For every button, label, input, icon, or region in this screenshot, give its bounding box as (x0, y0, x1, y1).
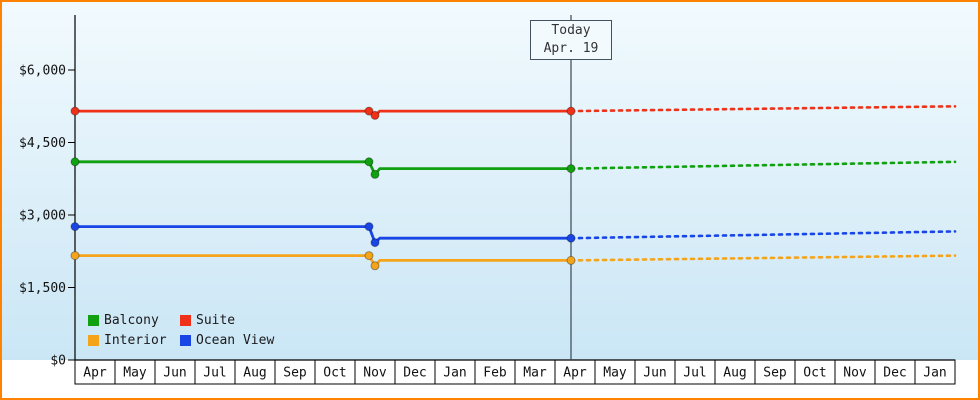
x-axis-month-cell (194, 359, 236, 385)
x-axis-month-label: Nov (843, 366, 867, 381)
x-axis-month-label: Apr (83, 366, 107, 381)
legend-item-balcony: Balcony (88, 312, 159, 328)
series-balcony-marker (364, 157, 374, 167)
series-interior-marker (370, 261, 380, 271)
x-axis-month-label: Jun (163, 366, 186, 381)
series-suite-marker (70, 106, 80, 116)
x-axis-month-label: Jan (443, 366, 466, 381)
suite-color-swatch (180, 314, 191, 326)
x-axis-month-cell (674, 359, 716, 385)
x-axis: Apr May Jun Jul Aug Sep Oct Nov Dec Jan Feb Mar Apr M… (74, 359, 956, 385)
ocean-view-color-swatch (180, 334, 191, 346)
x-axis-month-label: Sep (763, 366, 787, 381)
legend-item-interior: Interior (88, 332, 167, 348)
y-axis-tick-label: $6,000 (19, 64, 66, 79)
x-axis-month-label: Jan (923, 366, 946, 381)
series-balcony-marker (70, 157, 80, 167)
series-interior (70, 251, 957, 271)
y-axis-tick-label: $0 (50, 354, 66, 369)
legend-item-label: Suite (196, 312, 236, 328)
today-label: Today (551, 23, 591, 38)
x-axis-month-label: Dec (883, 366, 906, 381)
x-axis-month-cell (274, 359, 316, 385)
x-axis-month-cell (114, 359, 156, 385)
series-suite-projected-line (569, 105, 957, 113)
series-ocean-view-marker (370, 238, 380, 248)
series-suite (70, 105, 957, 120)
x-axis-month-cell (554, 359, 596, 385)
x-axis-month-label: Apr (563, 366, 587, 381)
x-axis-month-label: May (603, 366, 627, 381)
x-axis-month-label: Sep (283, 366, 307, 381)
x-axis-month-label: Oct (323, 366, 346, 381)
x-axis-month-cell (354, 359, 396, 385)
x-axis-month-label: Aug (723, 366, 746, 381)
series-interior-marker (566, 255, 576, 265)
series-balcony (70, 157, 957, 179)
y-axis-tick-label: $4,500 (19, 136, 66, 151)
interior-color-swatch (88, 334, 99, 346)
x-axis-month-cell (434, 359, 476, 385)
series-balcony-projected-line (569, 160, 957, 170)
legend-item-ocean-view: Ocean View (180, 332, 275, 348)
x-axis-month-label: Nov (363, 366, 387, 381)
series-interior-marker (364, 251, 374, 261)
series-ocean-view-marker (566, 233, 576, 243)
x-axis-month-label: Aug (243, 366, 266, 381)
series-balcony-marker (370, 169, 380, 179)
series-ocean-view-marker (70, 222, 80, 232)
x-axis-month-label: Oct (803, 366, 826, 381)
series-ocean-view (70, 222, 957, 248)
y-axis-tick-label: $3,000 (19, 209, 66, 224)
series-balcony-marker (566, 164, 576, 174)
x-axis-month-label: Mar (523, 366, 547, 381)
series-suite-marker (566, 106, 576, 116)
series-suite-marker (364, 106, 374, 116)
x-axis-month-label: Jul (683, 366, 706, 381)
series-suite-marker (370, 110, 380, 120)
x-axis-month-label: Dec (403, 366, 426, 381)
series-ocean-view-projected-line (569, 230, 957, 240)
series-interior-projected-line (569, 254, 957, 262)
series-interior-marker (70, 251, 80, 261)
balcony-color-swatch (88, 314, 99, 326)
y-axis-tick-label: $1,500 (19, 281, 66, 296)
series-ocean-view-marker (364, 222, 374, 232)
x-axis-month-cell (714, 359, 756, 385)
x-axis-month-label: Feb (483, 366, 507, 381)
y-axis: $0 $1,500 $3,000 $4,500 $6,000 (19, 64, 75, 369)
x-axis-month-cell (474, 359, 516, 385)
today-date: Apr. 19 (543, 41, 599, 56)
legend-item-suite: Suite (180, 312, 236, 328)
legend-item-label: Ocean View (196, 332, 275, 348)
today-annotation: Today Apr. 19 (530, 20, 612, 60)
x-axis-month-label: May (123, 366, 147, 381)
legend-item-label: Interior (104, 332, 167, 348)
x-axis-month-cell (514, 359, 556, 385)
x-axis-month-cell (914, 359, 956, 385)
legend-item-label: Balcony (104, 312, 159, 328)
x-axis-month-label: Jul (203, 366, 226, 381)
x-axis-month-label: Jun (643, 366, 666, 381)
x-axis-month-cell (794, 359, 836, 385)
